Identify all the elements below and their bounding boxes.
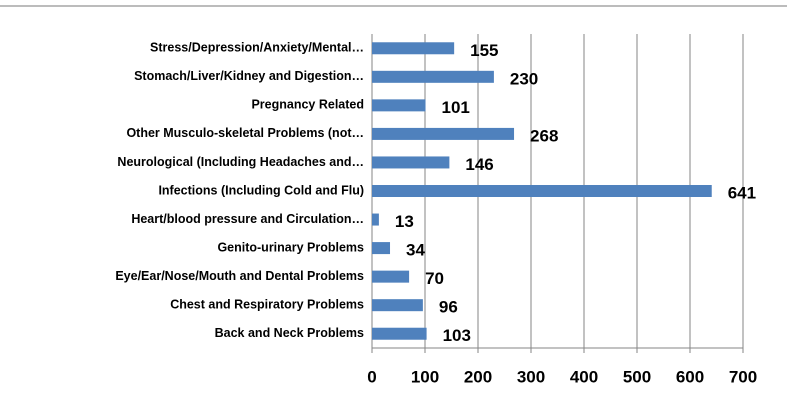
data-label: 34 [406,241,425,260]
data-label: 101 [442,98,470,117]
data-label: 155 [470,41,498,60]
y-tick-label: Neurological (Including Headaches and… [117,155,364,169]
bar [372,270,410,283]
x-tick-label: 400 [570,367,598,386]
y-tick-label: Stomach/Liver/Kidney and Digestion… [134,69,364,83]
y-tick-label: Chest and Respiratory Problems [170,297,364,311]
bar [372,242,391,255]
y-tick-label: Eye/Ear/Nose/Mouth and Dental Problems [115,269,364,283]
bar [372,156,450,169]
y-tick-label: Genito-urinary Problems [217,240,364,254]
x-tick-label: 200 [464,367,492,386]
y-tick-label: Pregnancy Related [251,98,364,112]
bar [372,70,494,83]
x-tick-label: 100 [411,367,439,386]
x-tick-label: 500 [623,367,651,386]
x-tick-label: 700 [729,367,757,386]
data-label: 146 [465,155,493,174]
bar [372,42,455,55]
data-label: 641 [728,183,756,202]
bar [372,127,515,140]
y-tick-label: Stress/Depression/Anxiety/Mental… [150,41,364,55]
data-label: 13 [395,212,414,231]
data-label: 96 [439,298,458,317]
bar [372,299,423,312]
bar [372,99,426,112]
x-tick-label: 600 [676,367,704,386]
data-label: 268 [530,126,558,145]
bar [372,327,427,340]
y-tick-label: Other Musculo-skeletal Problems (not… [126,126,364,140]
data-label: 230 [510,69,538,88]
bar [372,213,379,226]
y-tick-label: Back and Neck Problems [215,326,364,340]
data-label: 70 [425,269,444,288]
data-label: 103 [443,326,471,345]
bar [372,185,712,197]
y-tick-label: Infections (Including Cold and Flu) [158,183,364,197]
x-tick-label: 0 [367,367,376,386]
x-tick-label: 300 [517,367,545,386]
y-tick-label: Heart/blood pressure and Circulation… [131,212,364,226]
